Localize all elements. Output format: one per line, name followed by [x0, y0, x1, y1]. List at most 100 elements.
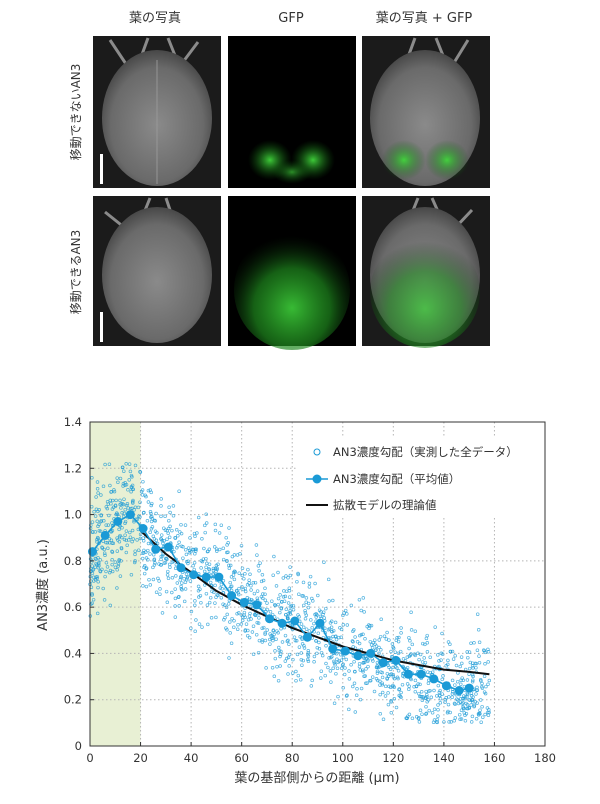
- scatter-point: [399, 690, 403, 695]
- scatter-point: [302, 643, 306, 648]
- scatter-point: [474, 665, 478, 670]
- scatter-point: [481, 715, 485, 719]
- scatter-point: [295, 652, 300, 657]
- scatter-point: [219, 595, 224, 600]
- scatter-point: [424, 636, 429, 641]
- scatter-point: [112, 488, 116, 492]
- mean-point: [416, 669, 426, 679]
- scatter-point: [172, 549, 176, 554]
- x-tick-label: 120: [382, 751, 404, 765]
- scatter-point: [291, 607, 296, 612]
- scatter-point: [475, 612, 480, 616]
- scatter-point: [470, 679, 475, 684]
- scatter-point: [418, 708, 423, 713]
- scatter-point: [125, 503, 129, 508]
- scatter-point: [436, 714, 440, 718]
- scatter-point: [142, 571, 147, 576]
- scatter-point: [437, 690, 442, 695]
- scatter-point: [226, 602, 231, 606]
- scatter-point: [257, 568, 261, 573]
- scatter-point: [463, 667, 468, 672]
- scatter-point: [282, 599, 287, 603]
- scatter-point: [206, 622, 210, 627]
- scatter-point: [418, 652, 423, 657]
- scatter-point: [337, 635, 341, 640]
- scatter-point: [331, 634, 335, 639]
- scatter-point: [204, 565, 208, 570]
- scatter-point: [236, 611, 241, 615]
- scatter-point: [472, 703, 477, 708]
- scatter-point: [123, 521, 127, 525]
- scatter-point: [407, 687, 411, 692]
- scatter-point: [319, 669, 324, 673]
- scatter-point: [359, 632, 364, 637]
- scatter-point: [247, 578, 251, 582]
- scatter-point: [453, 653, 457, 658]
- scatter-point: [125, 543, 129, 548]
- scatter-point: [472, 641, 476, 645]
- scatter-point: [460, 702, 464, 706]
- scatter-point: [162, 538, 166, 543]
- scatter-point: [372, 689, 377, 694]
- scatter-point: [478, 698, 483, 702]
- scatter-point: [292, 635, 297, 639]
- micrograph-grid: 葉の写真 GFP 葉の写真 + GFP 移動できないAN3 移動できるAN3: [69, 11, 490, 350]
- scatter-point: [148, 510, 153, 514]
- scatter-point: [377, 638, 381, 642]
- scatter-point: [263, 598, 268, 602]
- scatter-point: [173, 615, 178, 619]
- scatter-point: [470, 672, 475, 677]
- mean-point: [315, 618, 325, 628]
- scatter-point: [335, 657, 339, 662]
- scatter-point: [213, 601, 217, 605]
- scatter-point: [117, 527, 121, 532]
- scatter-point: [154, 511, 158, 516]
- scatter-point: [318, 614, 323, 619]
- scatter-point: [148, 552, 152, 556]
- scatter-point: [115, 549, 120, 553]
- scatter-point: [164, 589, 169, 594]
- scatter-point: [477, 660, 482, 665]
- scatter-point: [291, 657, 295, 662]
- scatter-point: [161, 552, 165, 556]
- scatter-point: [323, 626, 327, 630]
- scatter-point: [122, 511, 126, 516]
- scatter-point: [199, 600, 203, 605]
- legend-box: [296, 438, 544, 516]
- scatter-point: [450, 692, 455, 696]
- scatter-point: [165, 600, 170, 605]
- scatter-point: [213, 522, 218, 527]
- scatter-point: [476, 628, 481, 632]
- scatter-point: [141, 511, 146, 515]
- scatter-point: [96, 536, 100, 541]
- mean-point: [265, 614, 274, 624]
- scatter-point: [341, 655, 346, 660]
- scatter-point: [196, 515, 201, 520]
- scatter-point: [138, 536, 143, 541]
- scatter-point: [351, 629, 355, 633]
- scatter-point: [183, 587, 188, 591]
- scatter-point: [108, 483, 112, 488]
- scatter-point: [148, 530, 152, 535]
- scatter-point: [115, 568, 119, 572]
- scatter-point: [306, 654, 311, 658]
- scatter-point: [90, 591, 94, 596]
- scatter-point: [188, 579, 193, 583]
- scatter-point: [141, 539, 146, 543]
- scatter-point: [288, 612, 293, 616]
- scatter-point: [367, 623, 371, 627]
- scatter-point: [341, 613, 345, 618]
- scatter-point: [338, 626, 342, 630]
- scatter-point: [336, 660, 340, 665]
- mean-point: [100, 530, 110, 540]
- x-tick-label: 80: [285, 751, 300, 765]
- scatter-point: [385, 671, 390, 676]
- scatter-point: [316, 631, 321, 636]
- scatter-point: [457, 712, 462, 717]
- scatter-point: [226, 550, 230, 555]
- scatter-point: [405, 682, 410, 686]
- scatter-point: [386, 691, 390, 695]
- scatter-point: [97, 522, 101, 527]
- shaded-region: [90, 422, 141, 746]
- scatter-point: [470, 661, 475, 665]
